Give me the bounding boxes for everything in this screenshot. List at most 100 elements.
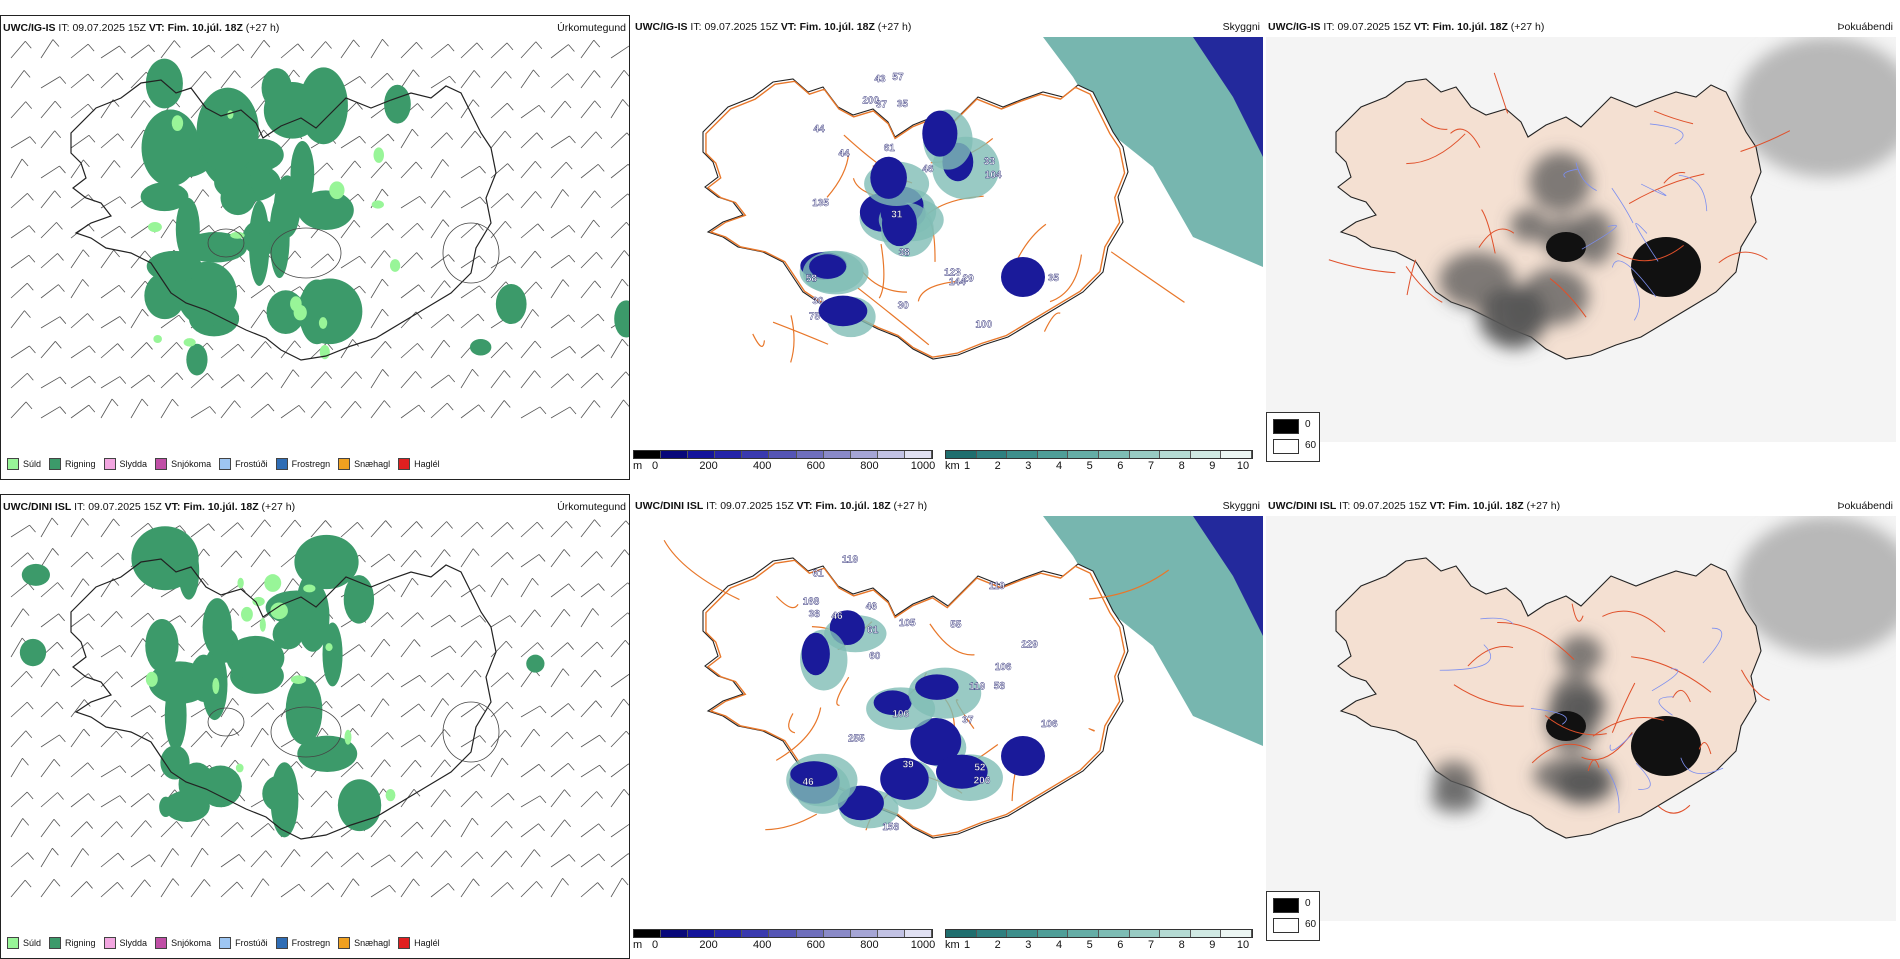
- colorbar-tick: 10: [1237, 460, 1249, 472]
- colorbar-tick: 1: [964, 939, 970, 951]
- colorbar-tick: 6: [1117, 460, 1123, 472]
- colorbar-tick: 200: [699, 939, 717, 951]
- legend-label: Snæhagl: [354, 938, 390, 948]
- precip-legend-item: Rigning: [49, 937, 96, 949]
- fog-legend-label: 60: [1305, 919, 1316, 930]
- colorbar-swatch: [878, 451, 905, 458]
- legend-swatch: [219, 458, 231, 470]
- cloud-base-label: 255: [848, 734, 865, 745]
- precip-legend-item: Slydda: [104, 937, 148, 949]
- cloud-base-label: 46: [803, 777, 815, 788]
- colorbar-swatch: [634, 930, 661, 937]
- colorbar-swatch: [1221, 451, 1252, 458]
- legend-swatch: [398, 458, 410, 470]
- legend-swatch: [104, 937, 116, 949]
- cloud-base-label: 119: [842, 555, 859, 566]
- precip-legend-item: Rigning: [49, 458, 96, 470]
- colorbar-tick: 3: [1025, 939, 1031, 951]
- cloud-base-label: 119: [969, 682, 986, 693]
- legend-label: Snæhagl: [354, 459, 390, 469]
- colorbar-swatches: [945, 929, 1253, 938]
- colorbar-tick: 5: [1087, 460, 1093, 472]
- precip-legend-item: Súld: [7, 458, 41, 470]
- legend-swatch: [104, 458, 116, 470]
- colorbar-tick: 9: [1209, 939, 1215, 951]
- legend-swatch: [276, 458, 288, 470]
- legend-label: Slydda: [120, 938, 148, 948]
- legend-swatch: [155, 458, 167, 470]
- legend-swatch: [219, 937, 231, 949]
- precipitation-map: [1, 517, 630, 922]
- legend-label: Haglél: [414, 459, 440, 469]
- cloud-base-label: 119: [989, 581, 1006, 592]
- cloud-base-label: 104: [985, 170, 1002, 181]
- legend-swatch: [7, 458, 19, 470]
- colorbar-unit: m: [633, 939, 642, 951]
- precip-panel-row1: UWC/IG-IS IT: 09.07.2025 15Z VT: Fim. 10…: [0, 15, 630, 480]
- cloud-base-label: 38: [809, 609, 821, 620]
- panel-title: UWC/DINI ISL IT: 09.07.2025 15Z VT: Fim.…: [635, 500, 927, 512]
- legend-swatch: [338, 458, 350, 470]
- fog-legend: 0 60: [1266, 891, 1320, 941]
- cloud-base-label: 30: [898, 301, 910, 312]
- colorbar-swatch: [688, 451, 715, 458]
- colorbar-swatch: [1068, 451, 1099, 458]
- cloud-base-label: 106: [995, 662, 1012, 673]
- legend-label: Súld: [23, 938, 41, 948]
- cloud-base-label: 100: [975, 320, 992, 331]
- panel-type-label: Úrkomutegund: [557, 501, 626, 513]
- colorbar-swatch: [851, 930, 878, 937]
- colorbar-swatch: [1007, 930, 1038, 937]
- cloud-base-label: 46: [831, 611, 843, 622]
- colorbar-swatch: [851, 451, 878, 458]
- cloud-base-label: 105: [899, 618, 916, 629]
- precip-panel-row2: UWC/DINI ISL IT: 09.07.2025 15Z VT: Fim.…: [0, 494, 630, 959]
- cloud-base-label: 229: [1021, 639, 1038, 650]
- colorbar-tick: 800: [860, 460, 878, 472]
- cloud-base-label: 57: [892, 72, 904, 83]
- colorbar-swatch: [824, 451, 851, 458]
- panel-title: UWC/DINI ISL IT: 09.07.2025 15Z VT: Fim.…: [3, 501, 295, 513]
- colorbar-tick: 8: [1179, 460, 1185, 472]
- cloud-base-label: 37: [876, 99, 888, 110]
- cloud-base-label: 60: [869, 651, 881, 662]
- colorbar-tick: 4: [1056, 460, 1062, 472]
- colorbar-tick: 2: [995, 939, 1001, 951]
- cloud-base-label: 39: [903, 760, 915, 771]
- cloud-base-label: 44: [838, 148, 850, 159]
- colorbar-tick: 1000: [911, 460, 935, 472]
- legend-swatch: [155, 937, 167, 949]
- colorbar-swatch: [742, 930, 769, 937]
- colorbar-tick: 9: [1209, 460, 1215, 472]
- precip-legend-item: Snæhagl: [338, 458, 390, 470]
- legend-label: Slydda: [120, 459, 148, 469]
- visibility-panel-row2: UWC/DINI ISL IT: 09.07.2025 15Z VT: Fim.…: [633, 494, 1263, 959]
- colorbar-tick: 6: [1117, 939, 1123, 951]
- colorbar-swatch: [797, 451, 824, 458]
- colorbar-tick: 400: [753, 939, 771, 951]
- colorbar-swatch: [1191, 451, 1222, 458]
- colorbar-swatch: [1038, 451, 1069, 458]
- legend-label: Frostregn: [292, 459, 331, 469]
- fog-legend-label: 60: [1305, 440, 1316, 451]
- colorbar-swatches: [633, 929, 933, 938]
- colorbar-swatch: [769, 930, 796, 937]
- colorbar-swatch: [946, 451, 977, 458]
- colorbar-tick: 400: [753, 460, 771, 472]
- colorbar-swatch: [1038, 930, 1069, 937]
- colorbar-swatch: [946, 930, 977, 937]
- cloud-base-label: 52: [974, 762, 986, 773]
- cloud-base-label: 44: [814, 124, 826, 135]
- colorbar-swatch: [1068, 930, 1099, 937]
- panel-type-label: Skyggni: [1223, 500, 1260, 512]
- panel-type-label: Þokuábendi: [1838, 21, 1893, 33]
- colorbar-swatch: [905, 451, 932, 458]
- legend-label: Haglél: [414, 938, 440, 948]
- colorbar-tick: 600: [807, 460, 825, 472]
- colorbar-swatch: [1160, 451, 1191, 458]
- legend-swatch: [276, 937, 288, 949]
- colorbar-swatch: [1099, 930, 1130, 937]
